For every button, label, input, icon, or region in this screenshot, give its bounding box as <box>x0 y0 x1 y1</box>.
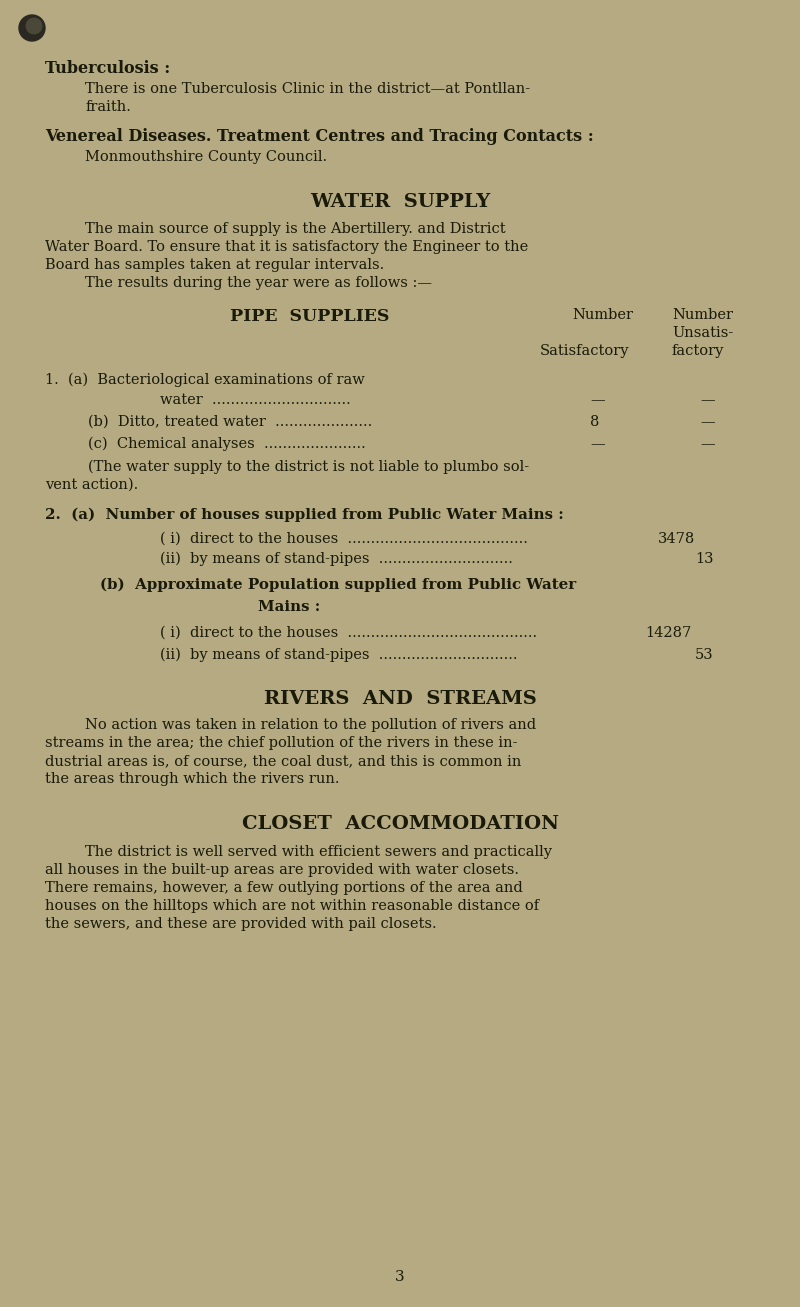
Text: vent action).: vent action). <box>45 478 138 491</box>
Text: —: — <box>590 393 605 406</box>
Text: There is one Tuberculosis Clinic in the district—at Pontllan-: There is one Tuberculosis Clinic in the … <box>85 82 530 95</box>
Text: streams in the area; the chief pollution of the rivers in these in-: streams in the area; the chief pollution… <box>45 736 518 750</box>
Text: 14287: 14287 <box>645 626 691 640</box>
Text: CLOSET  ACCOMMODATION: CLOSET ACCOMMODATION <box>242 816 558 833</box>
Text: the sewers, and these are provided with pail closets.: the sewers, and these are provided with … <box>45 918 437 931</box>
Text: RIVERS  AND  STREAMS: RIVERS AND STREAMS <box>264 690 536 708</box>
Text: (The water supply to the district is not liable to plumbo sol-: (The water supply to the district is not… <box>88 460 529 474</box>
Text: houses on the hilltops which are not within reasonable distance of: houses on the hilltops which are not wit… <box>45 899 539 914</box>
Text: (b)  Ditto, treated water  .....................: (b) Ditto, treated water ...............… <box>88 416 372 429</box>
Text: Water Board. To ensure that it is satisfactory the Engineer to the: Water Board. To ensure that it is satisf… <box>45 240 528 254</box>
Text: ( i)  direct to the houses  .......................................: ( i) direct to the houses ..............… <box>160 532 528 546</box>
Circle shape <box>19 14 45 41</box>
Text: (ii)  by means of stand-pipes  ..............................: (ii) by means of stand-pipes ...........… <box>160 648 518 663</box>
Text: —: — <box>700 416 714 429</box>
Text: Number: Number <box>572 308 633 322</box>
Text: Tuberculosis :: Tuberculosis : <box>45 60 170 77</box>
Text: Mains :: Mains : <box>258 600 320 614</box>
Text: Board has samples taken at regular intervals.: Board has samples taken at regular inter… <box>45 257 384 272</box>
Text: Venereal Diseases. Treatment Centres and Tracing Contacts :: Venereal Diseases. Treatment Centres and… <box>45 128 594 145</box>
Text: (b)  Approximate Population supplied from Public Water: (b) Approximate Population supplied from… <box>100 578 576 592</box>
Text: 1.  (a)  Bacteriological examinations of raw: 1. (a) Bacteriological examinations of r… <box>45 372 365 387</box>
Text: Unsatis-: Unsatis- <box>672 325 734 340</box>
Text: Number: Number <box>672 308 733 322</box>
Text: WATER  SUPPLY: WATER SUPPLY <box>310 193 490 210</box>
Text: PIPE  SUPPLIES: PIPE SUPPLIES <box>230 308 390 325</box>
Text: 8: 8 <box>590 416 599 429</box>
Text: ( i)  direct to the houses  .........................................: ( i) direct to the houses ..............… <box>160 626 537 640</box>
Text: Monmouthshire County Council.: Monmouthshire County Council. <box>85 150 327 163</box>
Text: fraith.: fraith. <box>85 101 131 114</box>
Text: 3: 3 <box>395 1270 405 1283</box>
Text: —: — <box>700 437 714 451</box>
Text: No action was taken in relation to the pollution of rivers and: No action was taken in relation to the p… <box>85 718 536 732</box>
Text: Satisfactory: Satisfactory <box>540 344 630 358</box>
Text: There remains, however, a few outlying portions of the area and: There remains, however, a few outlying p… <box>45 881 522 895</box>
Circle shape <box>26 18 42 34</box>
Text: —: — <box>700 393 714 406</box>
Text: The district is well served with efficient sewers and practically: The district is well served with efficie… <box>85 846 552 859</box>
Text: 3478: 3478 <box>658 532 695 546</box>
Text: factory: factory <box>672 344 724 358</box>
Text: 2.  (a)  Number of houses supplied from Public Water Mains :: 2. (a) Number of houses supplied from Pu… <box>45 508 564 523</box>
Text: (c)  Chemical analyses  ......................: (c) Chemical analyses ..................… <box>88 437 366 451</box>
Text: —: — <box>590 437 605 451</box>
Text: 53: 53 <box>695 648 714 663</box>
Text: dustrial areas is, of course, the coal dust, and this is common in: dustrial areas is, of course, the coal d… <box>45 754 522 769</box>
Text: water  ..............................: water .............................. <box>160 393 350 406</box>
Text: (ii)  by means of stand-pipes  .............................: (ii) by means of stand-pipes ...........… <box>160 552 513 566</box>
Text: The results during the year were as follows :—: The results during the year were as foll… <box>85 276 432 290</box>
Text: 13: 13 <box>695 552 714 566</box>
Text: The main source of supply is the Abertillery. and District: The main source of supply is the Abertil… <box>85 222 506 237</box>
Text: the areas through which the rivers run.: the areas through which the rivers run. <box>45 772 339 786</box>
Text: all houses in the built-up areas are provided with water closets.: all houses in the built-up areas are pro… <box>45 863 519 877</box>
